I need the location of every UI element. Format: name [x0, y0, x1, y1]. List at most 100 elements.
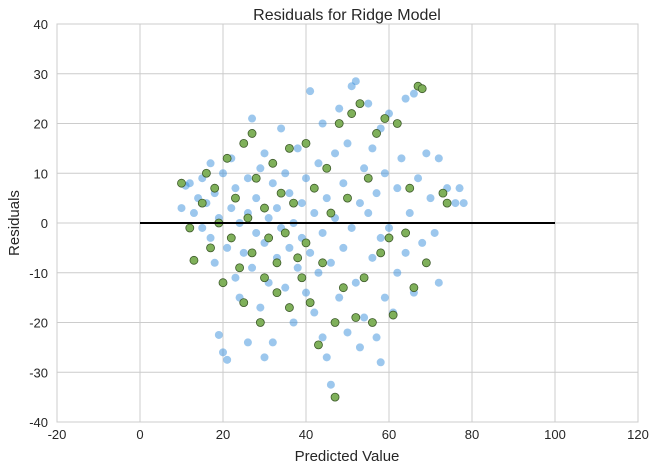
test-point — [264, 233, 274, 243]
train-point — [451, 199, 460, 208]
train-point — [347, 223, 356, 232]
test-point — [309, 183, 319, 193]
test-point — [376, 248, 386, 258]
train-point — [455, 184, 464, 193]
test-point — [322, 163, 332, 173]
test-point — [177, 178, 186, 188]
train-point — [339, 179, 348, 188]
test-point — [330, 392, 340, 402]
train-point — [260, 149, 269, 158]
test-point — [284, 143, 294, 153]
train-point — [285, 243, 294, 252]
train-point — [380, 293, 389, 302]
test-point — [301, 238, 311, 248]
test-point — [363, 173, 373, 183]
train-point — [231, 184, 240, 193]
test-point — [372, 129, 381, 138]
test-point — [280, 228, 290, 238]
train-point — [206, 233, 215, 242]
train-point — [385, 223, 393, 232]
y-tick-label: -10 — [29, 266, 48, 281]
test-point — [201, 168, 211, 178]
train-point — [376, 233, 385, 242]
train-point — [223, 243, 232, 252]
test-point — [197, 198, 207, 208]
train-point — [314, 159, 323, 168]
test-point — [272, 258, 282, 268]
train-point — [185, 179, 194, 188]
test-point — [243, 213, 253, 223]
x-tick-labels: -20 0 20 40 60 80 100 120 — [48, 427, 649, 442]
train-point — [459, 199, 468, 208]
train-point — [364, 99, 373, 108]
train-point — [289, 318, 298, 327]
train-point — [355, 343, 364, 352]
train-point — [335, 293, 344, 302]
test-point — [318, 258, 328, 268]
train-point — [268, 338, 277, 347]
test-point — [409, 283, 419, 293]
train-point — [243, 174, 252, 183]
test-point — [314, 340, 323, 350]
train-point — [434, 154, 443, 163]
train-point — [219, 169, 227, 178]
test-point — [347, 109, 357, 118]
test-point — [297, 273, 307, 283]
test-point — [222, 153, 232, 163]
test-point — [284, 303, 294, 312]
y-tick-labels: 40 30 20 10 0 -10 -20 -30 -40 — [29, 17, 48, 430]
train-point — [243, 338, 252, 347]
x-tick-label: 100 — [544, 427, 566, 442]
test-point — [239, 298, 249, 308]
train-point — [214, 330, 223, 339]
train-point — [430, 228, 439, 237]
test-point — [260, 203, 269, 213]
y-tick-label: -20 — [29, 316, 48, 331]
train-point — [426, 194, 435, 203]
test-point — [326, 208, 336, 218]
train-point — [252, 194, 261, 203]
train-point — [376, 358, 385, 367]
test-point — [293, 253, 303, 263]
test-point — [231, 193, 240, 203]
test-point — [367, 318, 377, 327]
train-point — [368, 253, 377, 262]
test-point — [417, 84, 427, 94]
y-tick-label: 20 — [34, 117, 48, 132]
test-point — [260, 273, 269, 283]
train-point — [368, 144, 377, 153]
test-point — [301, 138, 311, 148]
x-axis-label: Predicted Value — [295, 448, 400, 465]
train-point — [372, 189, 381, 198]
train-point — [322, 194, 331, 203]
test-point — [206, 243, 215, 253]
y-tick-label: 30 — [34, 67, 48, 82]
test-point — [442, 198, 452, 208]
train-point — [331, 149, 340, 158]
train-point — [314, 268, 323, 277]
test-point — [334, 119, 344, 128]
train-point — [239, 248, 248, 257]
train-point — [414, 174, 423, 183]
train-point — [360, 313, 369, 322]
train-point — [210, 258, 219, 267]
test-point — [247, 248, 257, 258]
test-point — [405, 183, 415, 193]
x-tick-label: 60 — [382, 427, 396, 442]
train-point — [256, 303, 265, 312]
train-point — [231, 273, 240, 282]
test-point — [210, 183, 220, 193]
train-point — [268, 179, 277, 188]
test-point — [235, 263, 245, 273]
x-tick-label: -20 — [48, 427, 67, 442]
train-point — [293, 263, 302, 272]
train-point — [272, 204, 281, 213]
train-point — [306, 248, 315, 257]
test-point — [305, 298, 315, 308]
train-point — [343, 328, 352, 337]
test-point — [255, 318, 265, 327]
train-point — [248, 114, 257, 123]
test-point — [247, 129, 257, 138]
train-point — [206, 159, 215, 168]
